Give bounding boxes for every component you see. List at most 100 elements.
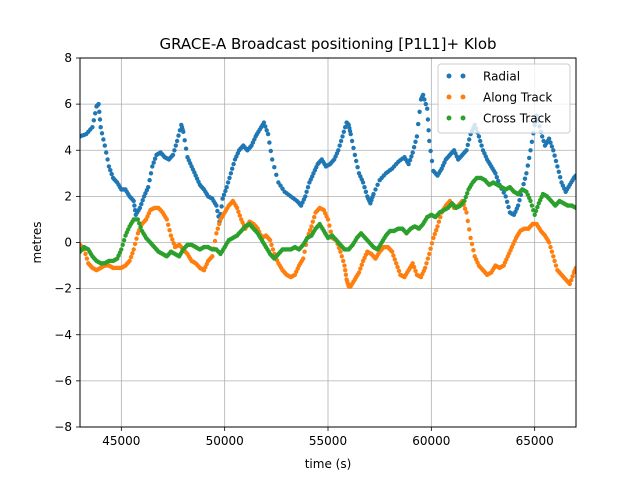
data-point-radial (429, 158, 435, 164)
data-point-along-track (548, 244, 553, 250)
data-point-radial (375, 182, 380, 187)
data-point-along-track (435, 224, 440, 229)
legend: Radial Along Track Cross Track (437, 63, 571, 134)
legend-marker-along-track (446, 94, 452, 100)
data-point-along-track (127, 258, 132, 264)
data-point-radial (527, 155, 532, 161)
series-radial (80, 92, 576, 224)
data-point-radial (503, 194, 508, 199)
data-point-radial (373, 187, 378, 192)
y-axis-label: metres (30, 221, 44, 263)
data-point-radial (220, 196, 225, 201)
legend-marker-radial (460, 73, 466, 79)
data-point-along-track (424, 261, 429, 266)
data-point-radial (420, 92, 426, 98)
data-point-along-track (301, 256, 306, 261)
y-tick-label: 8 (64, 51, 72, 65)
data-point-radial (341, 129, 346, 134)
data-point-radial (276, 180, 281, 185)
data-point-along-track (167, 228, 172, 233)
data-point-radial (422, 97, 427, 102)
legend-item-cross-track: Cross Track (446, 112, 551, 126)
x-tick-label: 55000 (309, 434, 347, 448)
data-point-radial (409, 154, 414, 159)
y-tick-label: −8 (54, 420, 72, 434)
data-point-along-track (396, 268, 402, 274)
data-point-along-track (270, 247, 276, 252)
data-point-radial (132, 203, 137, 208)
data-point-along-track (343, 272, 349, 277)
data-point-radial (101, 137, 106, 142)
data-point-radial (151, 160, 156, 165)
data-point-radial (406, 161, 411, 167)
data-point-radial (90, 125, 95, 130)
data-point-along-track (217, 221, 222, 227)
data-point-radial (146, 185, 151, 190)
x-tick-label: 45000 (102, 434, 140, 448)
data-point-radial (147, 178, 152, 183)
data-point-along-track (427, 251, 432, 257)
data-point-cross-track (465, 191, 470, 196)
data-point-radial (170, 152, 176, 158)
x-tick-label: 65000 (516, 434, 554, 448)
data-point-radial (524, 171, 529, 176)
data-point-cross-track (532, 212, 537, 217)
data-point-along-track (168, 233, 174, 238)
data-point-along-track (467, 227, 472, 232)
data-point-radial (106, 164, 112, 169)
data-point-radial (425, 117, 431, 122)
data-point-radial (152, 156, 158, 161)
data-point-radial (551, 148, 556, 153)
data-point-radial (337, 143, 342, 148)
data-point-along-track (395, 264, 400, 270)
data-point-radial (528, 148, 533, 153)
data-point-radial (407, 158, 413, 163)
data-point-radial (338, 138, 344, 144)
data-point-cross-track (120, 242, 125, 247)
data-point-radial (108, 168, 113, 173)
data-point-along-track (389, 249, 395, 254)
data-point-radial (304, 189, 309, 194)
data-point-radial (426, 128, 431, 133)
data-point-radial (336, 148, 341, 153)
data-point-radial (360, 180, 366, 185)
data-point-along-track (411, 264, 417, 270)
data-point-radial (274, 172, 279, 177)
data-point-radial (139, 201, 144, 207)
data-point-along-track (341, 258, 346, 264)
data-point-along-track (428, 246, 433, 251)
data-point-radial (172, 148, 177, 153)
data-point-radial (181, 129, 186, 134)
data-point-along-track (359, 262, 364, 267)
data-point-radial (467, 137, 472, 142)
data-point-radial (555, 164, 560, 169)
legend-item-along-track: Along Track (446, 91, 552, 105)
data-point-radial (371, 191, 376, 197)
data-point-along-track (328, 229, 333, 234)
data-point-along-track (570, 274, 575, 279)
data-point-radial (427, 138, 432, 144)
data-point-radial (96, 101, 101, 107)
data-point-radial (465, 142, 470, 148)
x-tick-label: 60000 (412, 434, 450, 448)
data-point-along-track (269, 242, 274, 247)
data-point-radial (506, 204, 511, 210)
data-point-along-track (131, 247, 136, 252)
data-point-radial (230, 166, 235, 171)
y-tick-label: 0 (64, 236, 72, 250)
data-point-radial (496, 178, 501, 184)
data-point-along-track (436, 219, 442, 224)
data-point-radial (131, 198, 136, 204)
data-point-along-track (84, 256, 90, 261)
data-point-radial (478, 138, 483, 144)
data-point-along-track (471, 248, 476, 253)
data-point-along-track (164, 217, 169, 222)
data-point-radial (416, 121, 421, 127)
data-point-radial (272, 165, 277, 170)
data-point-radial (413, 139, 418, 144)
data-point-along-track (309, 224, 314, 229)
data-point-radial (173, 143, 178, 148)
data-point-radial (219, 204, 224, 209)
data-point-radial (493, 171, 498, 176)
